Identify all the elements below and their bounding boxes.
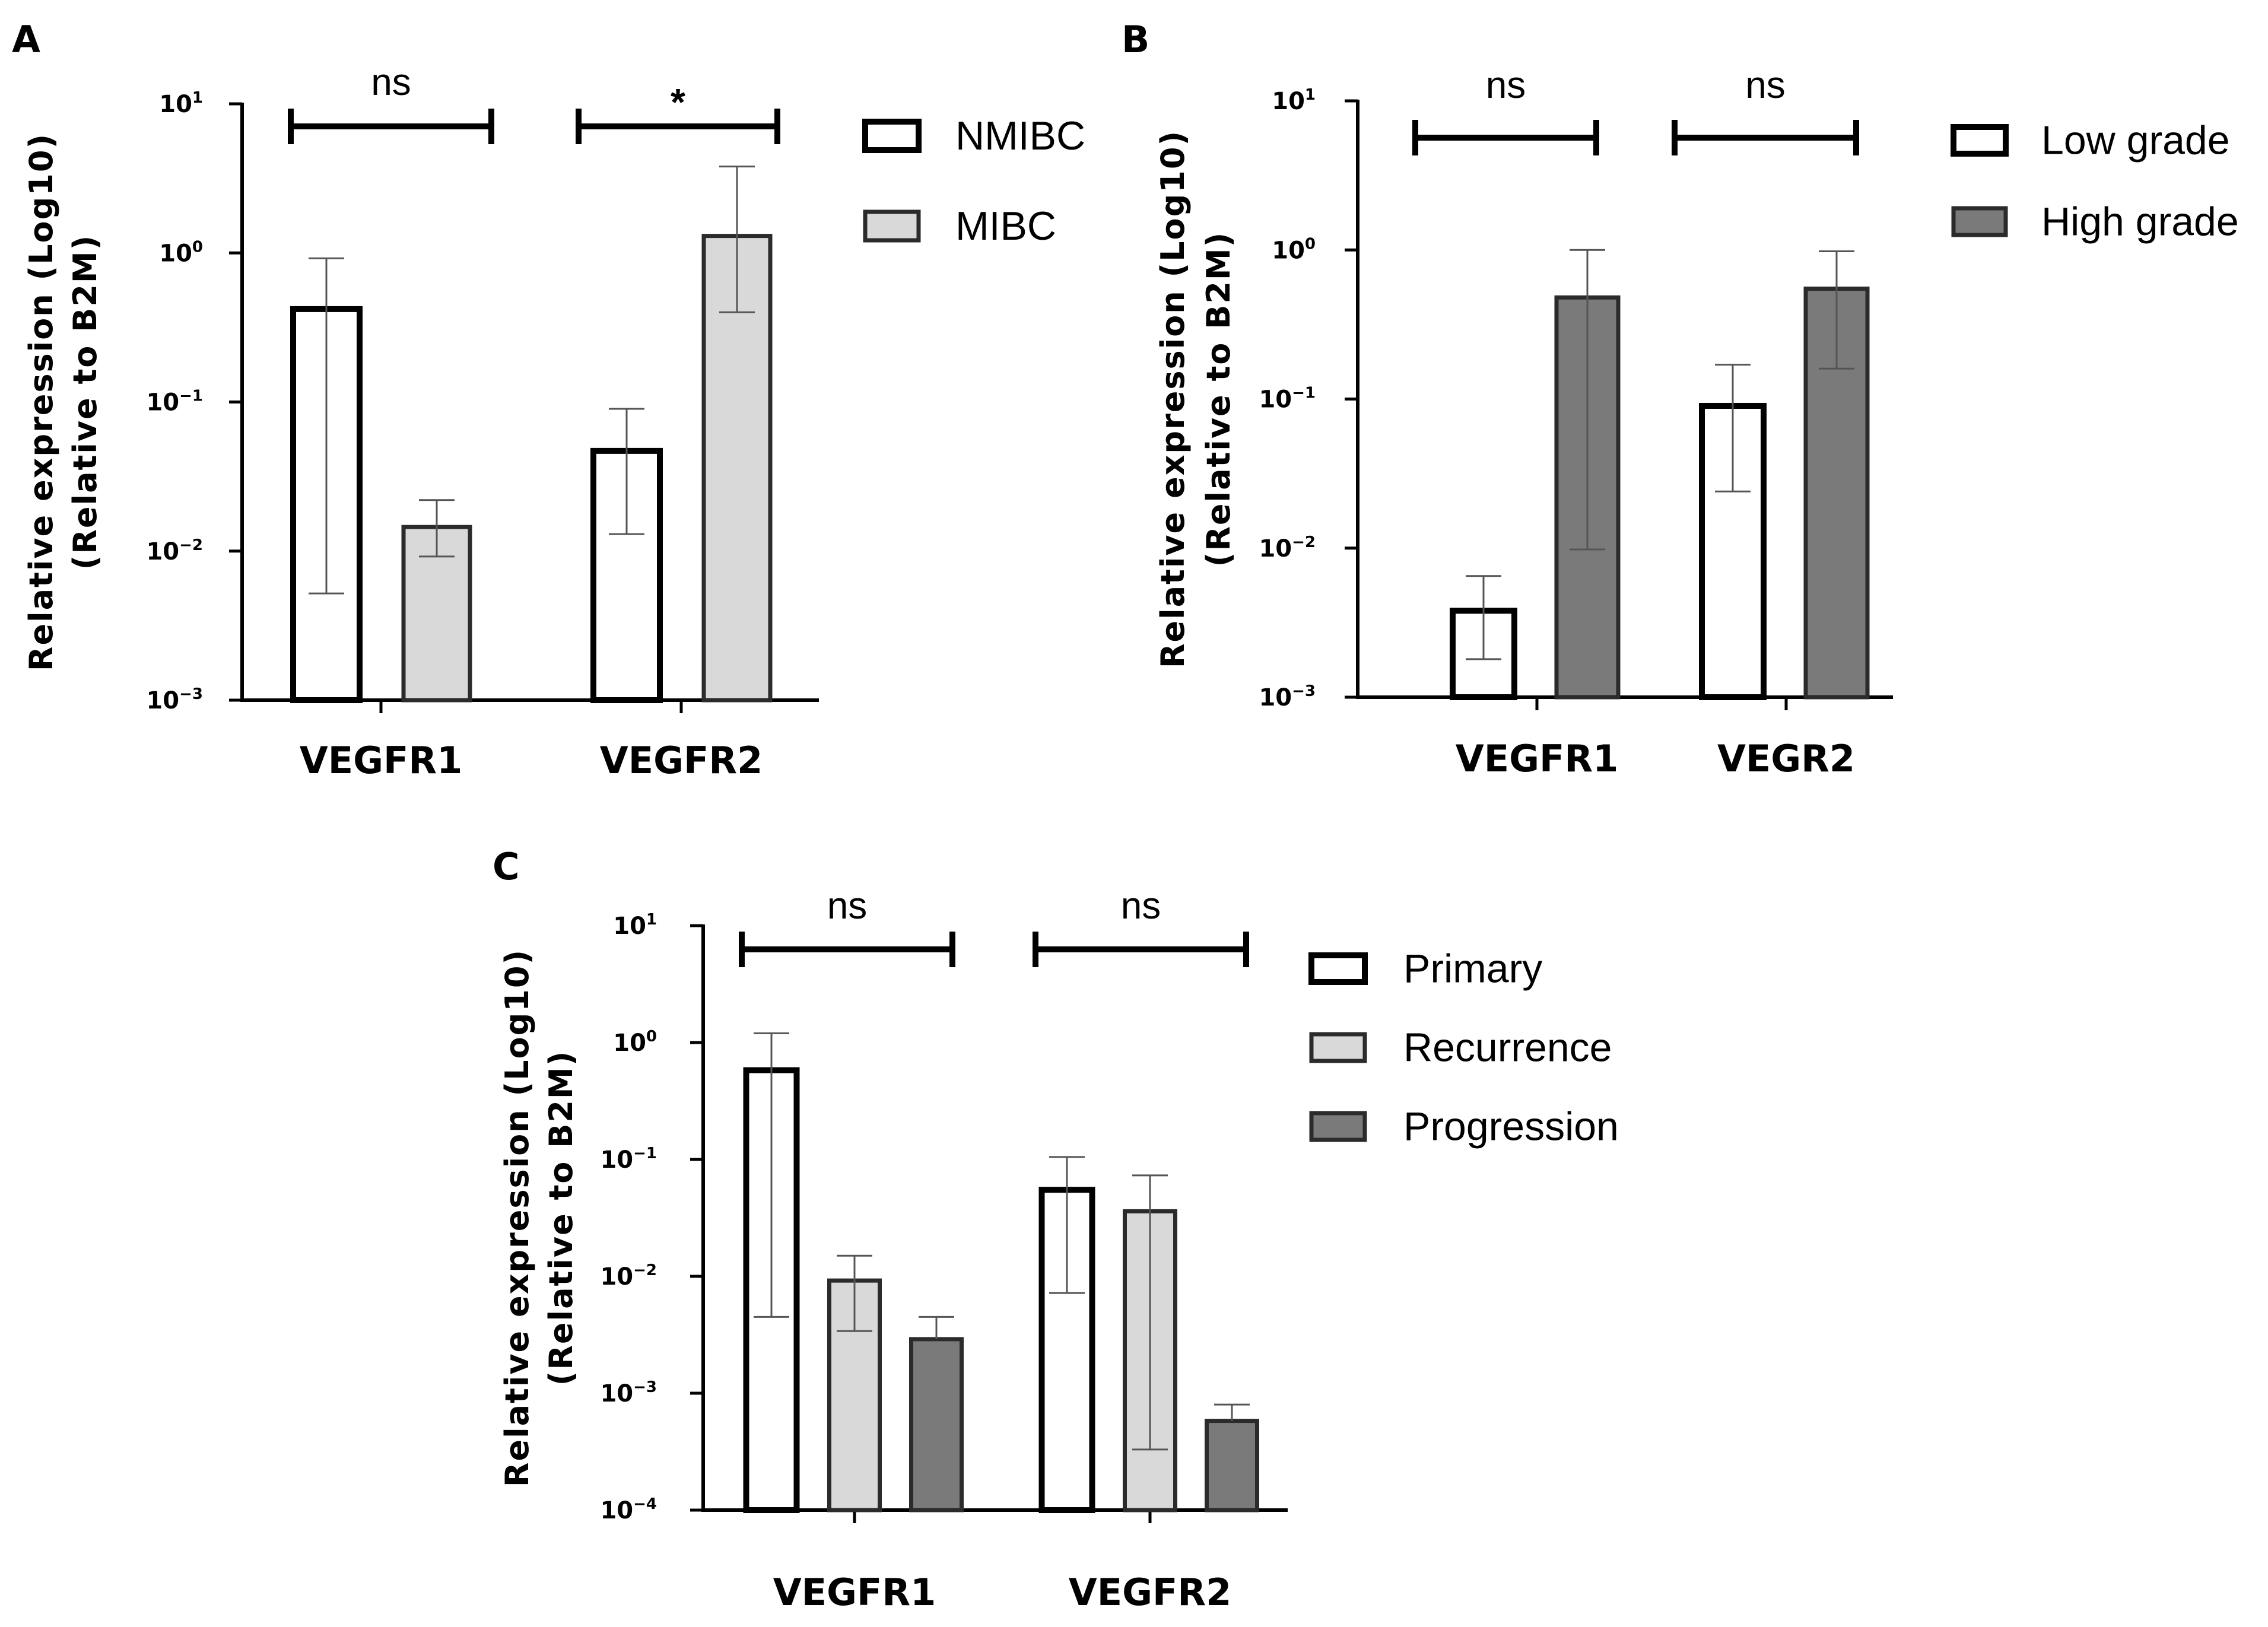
- panel-b-error-bar-low-grade-vegr2: [1715, 364, 1751, 492]
- panel-b-significance-bracket-1: [1412, 120, 1599, 155]
- panel-a-error-bar-nmibc-vegfr1: [309, 257, 344, 595]
- panel-a-error-bar-mibc-vegfr1: [419, 499, 455, 558]
- panel-c-y-tick-label: 10−3: [600, 1378, 657, 1407]
- panel-c-y-tick-label: 10−1: [600, 1145, 657, 1174]
- panel-b-significance-label-2: ns: [1745, 63, 1786, 106]
- panel-b-legend-swatch-low-grade: [1951, 124, 2009, 157]
- panel-a-significance-label-1: ns: [371, 61, 411, 103]
- panel-b-y-tick-label: 100: [1272, 235, 1316, 264]
- panel-c-error-bar-recurrence-vegfr1: [837, 1254, 872, 1332]
- panel-b-y-axis-label-line2: (Relative to B2M): [1200, 231, 1237, 567]
- panel-c-significance-label-2: ns: [1121, 884, 1161, 927]
- panel-label-c: C: [493, 845, 520, 888]
- panel-c-error-bar-progression-vegfr2: [1214, 1403, 1250, 1421]
- panel-b-legend-label-high-grade: High grade: [2041, 199, 2239, 244]
- panel-a-legend-label-mibc: MIBC: [955, 204, 1056, 249]
- panel-c-error-bar-recurrence-vegfr2: [1132, 1174, 1168, 1451]
- panel-b-y-tick-label: 10−3: [1259, 682, 1316, 711]
- panel-c-significance-bracket-1: [739, 932, 955, 967]
- panel-a-error-bar-mibc-vegfr2: [719, 166, 755, 313]
- panel-a-y-tick-label: 10−3: [146, 685, 203, 714]
- panel-c-legend-swatch-primary: [1308, 952, 1368, 985]
- panel-c-category-label-vegfr1: VEGFR1: [773, 1571, 936, 1614]
- panel-c-y-tick-label: 101: [613, 911, 657, 940]
- panel-b-legend-swatch-high-grade: [1951, 206, 2008, 237]
- panel-c-error-bar-progression-vegfr1: [919, 1315, 954, 1339]
- panel-b-category-label-vegr2: VEGR2: [1717, 737, 1855, 780]
- panel-c-error-bar-primary-vegfr1: [754, 1032, 789, 1318]
- panel-b-y-tick-label: 10−1: [1259, 384, 1316, 414]
- panel-b-category-label-vegfr1: VEGFR1: [1456, 737, 1618, 780]
- panel-c-bar-progression-vegfr1: [909, 1337, 964, 1512]
- panel-a-legend-label-nmibc: NMIBC: [955, 113, 1085, 158]
- panel-b-legend-label-low-grade: Low grade: [2041, 118, 2230, 163]
- panel-a-y-tick-label: 10−1: [146, 387, 203, 417]
- panel-b: B Relative expression (Log10) (Relative t…: [1122, 18, 2239, 780]
- panel-c-y-tick-label: 100: [613, 1028, 657, 1057]
- panel-c-error-bar-primary-vegfr2: [1049, 1156, 1085, 1294]
- panel-b-y-tick-label: 10−2: [1259, 533, 1316, 563]
- panel-b-y-tick-label: 101: [1272, 86, 1316, 115]
- panel-a-y-tick-label: 100: [159, 238, 203, 267]
- panel-a-y-axis-label-line2: (Relative to B2M): [66, 234, 104, 570]
- panel-a-legend-swatch-nmibc: [862, 119, 922, 153]
- panel-c-legend-swatch-recurrence: [1309, 1032, 1367, 1063]
- panel-c-significance-label-1: ns: [827, 884, 868, 927]
- panel-c-legend-label-recurrence: Recurrence: [1403, 1025, 1612, 1070]
- panel-b-error-bar-high-grade-vegfr1: [1570, 249, 1605, 551]
- panel-c-y-tick-label: 10−2: [600, 1261, 657, 1291]
- panel-c-category-label-vegfr2: VEGFR2: [1069, 1571, 1231, 1614]
- panel-b-error-bar-low-grade-vegfr1: [1466, 575, 1501, 660]
- panel-a-category-label-vegfr2: VEGFR2: [600, 739, 763, 782]
- panel-c-y-axis-label: Relative expression (Log10): [498, 949, 536, 1487]
- panel-a-legend-swatch-mibc: [863, 209, 921, 243]
- panel-a-significance-bracket-1: [288, 109, 494, 144]
- panel-c-legend-label-progression: Progression: [1403, 1104, 1619, 1149]
- panel-b-significance-label-1: ns: [1486, 63, 1526, 106]
- panel-a-y-axis-label: Relative expression (Log10): [23, 133, 60, 671]
- panel-label-a: A: [12, 18, 40, 61]
- panel-a-significance-bracket-2: [576, 109, 780, 144]
- panel-c-y-tick-label: 10−4: [600, 1495, 657, 1524]
- panel-a-category-label-vegfr1: VEGFR1: [300, 739, 462, 782]
- panel-a-y-tick-label: 10−2: [146, 536, 203, 565]
- panel-c-legend-label-primary: Primary: [1403, 946, 1542, 992]
- panel-a: A Relative expression (Log10) (Relative t…: [12, 18, 1085, 782]
- panel-label-b: B: [1122, 18, 1149, 61]
- panel-c-significance-bracket-2: [1033, 932, 1249, 967]
- panel-c-y-axis-label-line2: (Relative to B2M): [542, 1050, 580, 1386]
- panel-c-legend-swatch-progression: [1309, 1111, 1367, 1142]
- panel-a-significance-label-2: *: [671, 81, 685, 123]
- panel-b-y-axis-label: Relative expression (Log10): [1154, 130, 1192, 668]
- panel-b-significance-bracket-2: [1672, 120, 1859, 155]
- panel-a-error-bar-nmibc-vegfr2: [609, 408, 644, 535]
- panel-c: C Relative expression (Log10) (Relative t…: [493, 845, 1619, 1614]
- panel-c-bar-progression-vegfr2: [1205, 1419, 1259, 1512]
- panel-b-error-bar-high-grade-vegr2: [1819, 250, 1854, 370]
- panel-a-y-tick-label: 101: [159, 89, 203, 118]
